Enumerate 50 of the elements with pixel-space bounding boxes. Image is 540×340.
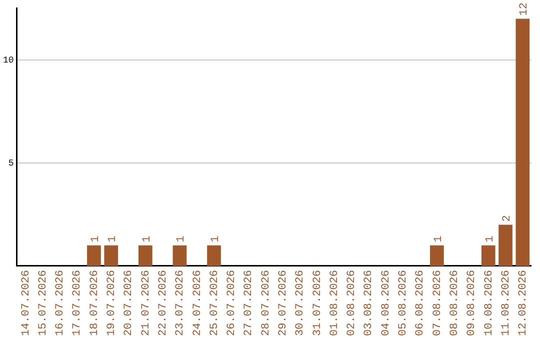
x-tick-label: 12.08.2026: [518, 270, 530, 336]
x-tick-label: 01.08.2026: [328, 270, 341, 336]
data-label: 1: [107, 235, 120, 242]
x-tick-label: 30.07.2026: [294, 270, 307, 336]
x-tick-label: 16.07.2026: [54, 270, 67, 336]
data-label: 12: [518, 2, 531, 16]
x-tick-label: 27.07.2026: [243, 270, 256, 336]
x-tick-label: 04.08.2026: [380, 270, 392, 336]
data-label: 1: [210, 235, 222, 242]
x-tick-label: 10.08.2026: [483, 270, 496, 336]
x-tick-label: 22.07.2026: [157, 270, 170, 336]
data-label: 1: [90, 235, 102, 242]
y-tick-label: 5: [8, 158, 14, 168]
x-tick-label: 23.07.2026: [174, 270, 187, 336]
data-label: 1: [484, 235, 496, 242]
x-tick-label: 05.08.2026: [398, 270, 410, 336]
x-tick-label: 31.07.2026: [312, 270, 324, 336]
x-tick-label: 25.07.2026: [208, 270, 221, 336]
x-tick-label: 09.08.2026: [466, 270, 478, 336]
bar: [138, 245, 152, 266]
data-label: 1: [176, 235, 188, 242]
x-tick-label: 02.08.2026: [346, 270, 358, 336]
bar: [516, 18, 530, 266]
x-tick-label: 19.07.2026: [106, 270, 118, 336]
bar: [481, 245, 496, 266]
x-tick-label: 21.07.2026: [140, 270, 152, 336]
x-tick-label: 06.08.2026: [414, 270, 427, 336]
bar: [498, 224, 512, 266]
bar: [430, 245, 444, 266]
bar: [104, 245, 118, 266]
y-tick-label: 10: [2, 55, 14, 66]
x-tick-label: 14.07.2026: [20, 270, 32, 336]
data-label: 1: [141, 235, 154, 242]
x-tick-label: 07.08.2026: [432, 270, 444, 336]
x-tick-label: 08.08.2026: [448, 270, 461, 336]
bar: [87, 245, 101, 266]
x-tick-label: 24.07.2026: [192, 270, 204, 336]
x-tick-label: 26.07.2026: [226, 270, 238, 336]
bar: [207, 245, 221, 266]
x-tick-label: 20.07.2026: [123, 270, 136, 336]
x-tick-label: 17.07.2026: [72, 270, 84, 336]
bar: [172, 245, 187, 266]
x-tick-label: 11.08.2026: [500, 270, 512, 336]
data-label: 2: [502, 215, 514, 222]
x-tick-label: 15.07.2026: [37, 270, 50, 336]
x-tick-label: 29.07.2026: [278, 270, 290, 336]
x-tick-label: 18.07.2026: [88, 270, 101, 336]
x-tick-label: 28.07.2026: [260, 270, 272, 336]
data-label: 1: [432, 235, 445, 242]
x-tick-label: 03.08.2026: [363, 270, 376, 336]
